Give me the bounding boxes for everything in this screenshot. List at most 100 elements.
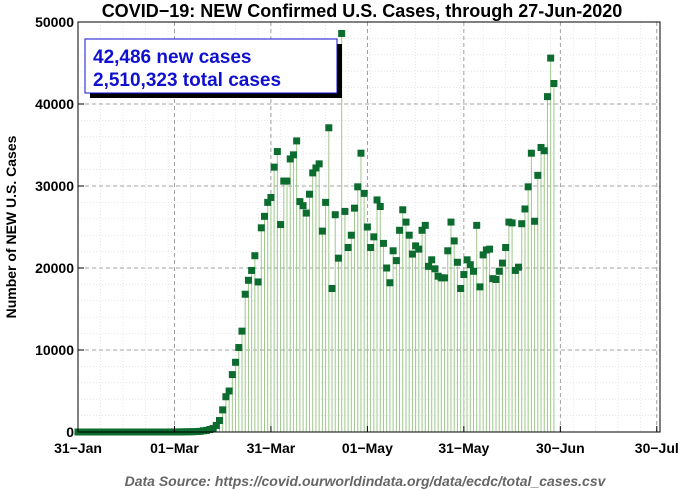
data-point <box>470 267 478 275</box>
data-point <box>318 227 326 235</box>
data-point <box>228 371 236 379</box>
y-tick-label: 40000 <box>35 96 74 112</box>
x-tick-label: 30−Jun <box>536 440 585 456</box>
x-tick-label: 01−May <box>342 440 393 456</box>
y-tick-label: 50000 <box>35 14 74 30</box>
data-point <box>260 212 268 220</box>
data-point <box>367 244 375 251</box>
data-point <box>325 124 333 132</box>
y-tick-label: 0 <box>66 424 74 440</box>
data-point <box>543 93 551 101</box>
data-point <box>289 151 297 159</box>
data-point <box>212 421 220 429</box>
data-point <box>373 196 381 204</box>
x-tick-label: 30−Jul <box>635 440 679 456</box>
data-point <box>370 233 378 241</box>
data-point <box>408 250 416 258</box>
data-point <box>309 169 317 177</box>
data-point <box>547 54 555 62</box>
data-point <box>524 183 532 191</box>
data-point <box>363 223 371 231</box>
data-source: Data Source: https://covid.ourworldindat… <box>125 473 607 489</box>
data-point <box>392 257 400 265</box>
data-point <box>254 278 262 286</box>
data-point <box>534 171 542 179</box>
data-point <box>405 231 413 239</box>
data-point <box>328 285 336 292</box>
data-point <box>322 198 330 206</box>
data-point <box>418 226 426 234</box>
data-point <box>357 149 365 157</box>
x-tick-label: 31−Mar <box>247 440 296 456</box>
data-point <box>402 218 410 226</box>
data-point <box>264 198 272 206</box>
data-point <box>479 251 487 259</box>
data-point <box>396 226 404 234</box>
data-point <box>267 193 275 201</box>
data-point <box>347 231 355 239</box>
data-point <box>450 237 458 245</box>
data-point <box>460 271 468 279</box>
data-point <box>515 263 523 271</box>
y-tick-label: 30000 <box>35 178 74 194</box>
data-point <box>273 148 281 156</box>
data-point <box>351 204 359 212</box>
data-point <box>376 203 384 210</box>
annotation-total-cases: 2,510,323 total cases <box>93 70 281 91</box>
data-point <box>302 209 310 217</box>
data-point <box>495 267 503 275</box>
stems <box>202 33 555 432</box>
data-point <box>344 244 352 251</box>
data-point <box>508 219 516 227</box>
data-point <box>232 358 240 366</box>
data-point <box>453 258 461 266</box>
data-point <box>386 279 394 287</box>
annotation-new-cases: 42,486 new cases <box>93 47 251 68</box>
data-point <box>531 217 539 225</box>
data-point <box>354 183 362 191</box>
data-point <box>431 265 439 273</box>
data-point <box>299 202 307 210</box>
data-point <box>312 164 320 172</box>
data-point <box>527 149 535 157</box>
annotation-box: 42,486 new cases 2,510,323 total cases <box>84 38 342 98</box>
data-point <box>550 80 558 87</box>
data-point <box>379 239 387 247</box>
data-point <box>476 283 484 291</box>
data-point <box>296 198 304 206</box>
x-tick-label: 31−May <box>438 440 489 456</box>
data-point <box>222 393 230 401</box>
data-point <box>444 247 452 255</box>
data-point <box>286 155 294 163</box>
data-point <box>341 207 349 215</box>
data-point <box>540 147 548 155</box>
data-point <box>215 417 223 425</box>
data-point <box>219 406 227 414</box>
data-point <box>521 205 529 213</box>
data-point <box>424 262 432 270</box>
data-point <box>518 220 526 228</box>
chart-title: COVID−19: NEW Confirmed U.S. Cases, thro… <box>102 1 623 21</box>
y-tick-labels: 0 10000 20000 30000 40000 50000 <box>35 14 84 440</box>
x-tick-label: 31−Jan <box>54 440 102 456</box>
data-point <box>492 275 500 283</box>
data-point <box>244 276 252 284</box>
data-point <box>502 244 510 251</box>
data-point <box>473 221 481 229</box>
data-point <box>235 344 243 352</box>
y-axis-label: Number of NEW U.S. Cases <box>3 135 19 318</box>
data-point <box>457 285 465 292</box>
data-point <box>415 245 423 253</box>
data-point <box>399 206 407 214</box>
data-point <box>315 160 323 168</box>
data-point <box>251 252 259 260</box>
data-point <box>360 189 368 197</box>
data-point <box>421 221 429 229</box>
x-tick-labels: 31−Jan 01−Mar 31−Mar 01−May 31−May 30−Jun 30−J… <box>54 426 679 456</box>
data-point <box>306 190 314 198</box>
data-point <box>466 261 474 269</box>
data-point <box>486 245 494 253</box>
data-point <box>238 327 246 335</box>
data-point <box>270 163 278 171</box>
data-point <box>441 274 449 282</box>
